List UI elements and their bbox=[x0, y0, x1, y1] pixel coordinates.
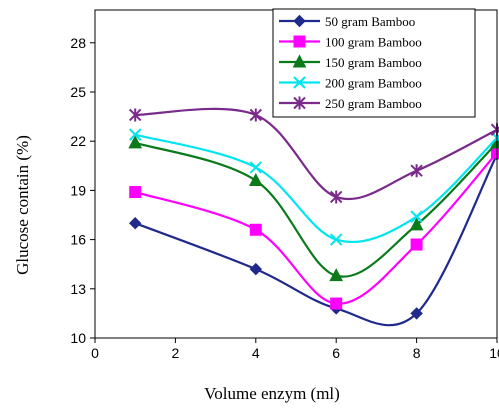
series-2 bbox=[129, 146, 499, 310]
data-point-marker bbox=[330, 297, 343, 310]
legend-label: 150 gram Bamboo bbox=[325, 55, 422, 70]
data-point-marker bbox=[410, 210, 423, 223]
legend-label: 200 gram Bamboo bbox=[325, 76, 422, 91]
x-tick-label: 10 bbox=[489, 345, 499, 361]
legend: 50 gram Bamboo 100 gram Bamboo 150 gram Ba… bbox=[272, 8, 476, 118]
y-tick-label: 25 bbox=[70, 84, 86, 100]
series-line bbox=[134, 141, 498, 278]
series-3 bbox=[128, 135, 499, 282]
series-layer bbox=[128, 107, 499, 327]
series-1 bbox=[128, 148, 499, 327]
legend-item: 200 gram Bamboo bbox=[279, 76, 422, 91]
legend-item: 100 gram Bamboo bbox=[279, 35, 422, 50]
y-tick-label: 28 bbox=[70, 35, 86, 51]
legend-label: 100 gram Bamboo bbox=[325, 35, 422, 50]
data-point-marker bbox=[249, 108, 263, 122]
legend-marker bbox=[293, 76, 306, 89]
y-axis-title: Glucose contain (%) bbox=[13, 135, 32, 275]
series-5 bbox=[128, 107, 499, 204]
data-point-marker bbox=[329, 268, 344, 282]
legend-item: 250 gram Bamboo bbox=[279, 96, 422, 111]
legend-label: 50 gram Bamboo bbox=[325, 14, 415, 29]
y-tick-label: 19 bbox=[70, 182, 86, 198]
data-point-marker bbox=[128, 128, 142, 141]
legend-marker bbox=[292, 54, 307, 68]
legend-marker bbox=[293, 14, 306, 28]
y-tick-label: 16 bbox=[70, 232, 86, 248]
data-point-marker bbox=[329, 190, 343, 204]
legend-marker bbox=[293, 96, 306, 110]
data-point-marker bbox=[410, 238, 423, 251]
legend-marker bbox=[293, 35, 306, 48]
x-tick-label: 8 bbox=[413, 345, 421, 361]
data-point-marker bbox=[129, 186, 142, 199]
x-tick-label: 0 bbox=[91, 345, 99, 361]
data-point-marker bbox=[410, 164, 423, 178]
data-point-marker bbox=[409, 217, 424, 231]
x-tick-label: 6 bbox=[332, 345, 340, 361]
x-axis-title: Volume enzym (ml) bbox=[204, 384, 340, 403]
y-tick-label: 22 bbox=[70, 133, 86, 149]
y-tick-label: 13 bbox=[70, 281, 86, 297]
x-tick-label: 4 bbox=[252, 345, 260, 361]
legend-item: 50 gram Bamboo bbox=[279, 14, 415, 29]
data-point-marker bbox=[249, 161, 263, 174]
data-point-marker bbox=[329, 233, 343, 246]
y-tick-label: 10 bbox=[70, 330, 86, 346]
legend-item: 150 gram Bamboo bbox=[279, 54, 422, 70]
data-point-marker bbox=[128, 216, 142, 230]
data-point-marker bbox=[249, 223, 262, 236]
data-point-marker bbox=[249, 262, 263, 276]
series-4 bbox=[128, 128, 499, 246]
series-line bbox=[134, 151, 498, 305]
data-point-marker bbox=[248, 172, 263, 187]
tick-labels: 0 2 4 6 8 10 10 13 16 19 22 25 28 bbox=[70, 35, 499, 361]
legend-label: 250 gram Bamboo bbox=[325, 96, 422, 111]
series-line bbox=[134, 133, 498, 244]
data-point-marker bbox=[410, 307, 423, 320]
x-tick-label: 2 bbox=[172, 345, 180, 361]
series-line bbox=[135, 107, 498, 200]
data-point-marker bbox=[128, 108, 142, 122]
data-point-marker bbox=[128, 135, 143, 149]
